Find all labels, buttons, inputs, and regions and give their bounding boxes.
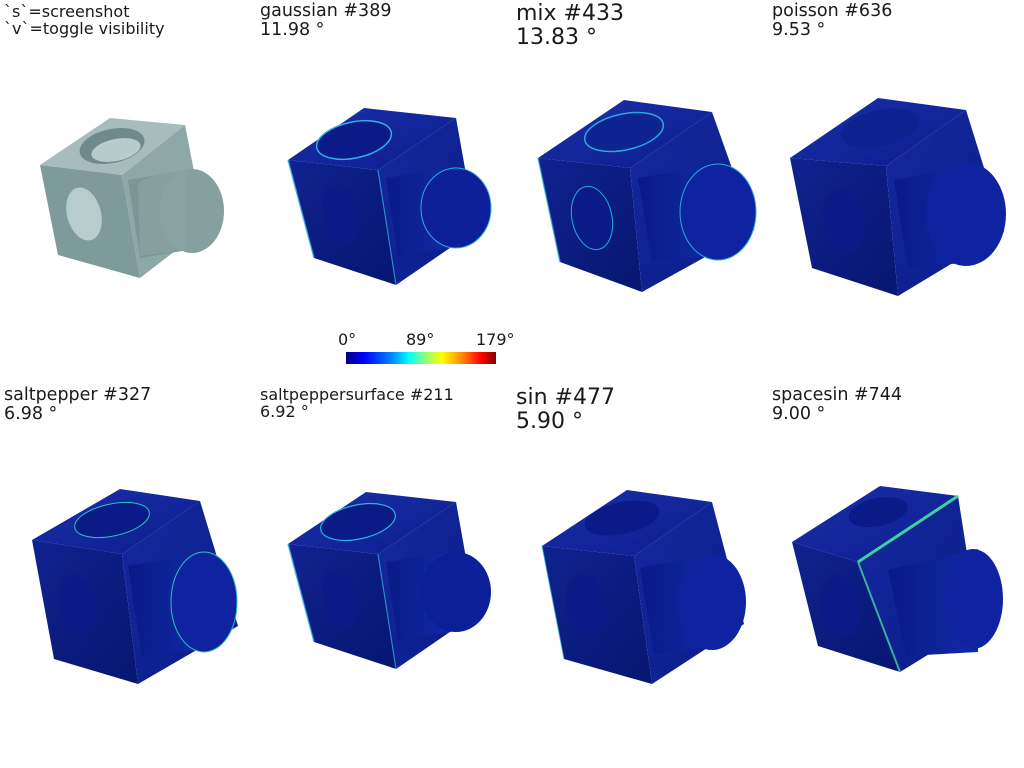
panel-label: saltpeppersurface #211 6.92 ° bbox=[260, 386, 454, 420]
mesh-reference-icon bbox=[40, 118, 224, 278]
viewport-gaussian[interactable]: gaussian #389 11.98 ° bbox=[256, 0, 512, 384]
viewport-mix[interactable]: mix #433 13.83 ° bbox=[512, 0, 768, 384]
panel-title: sin #477 bbox=[516, 385, 615, 410]
colorbar-mid-label: 89° bbox=[406, 330, 435, 349]
mesh-error-map-icon bbox=[287, 108, 492, 286]
panel-value: 6.92 ° bbox=[260, 402, 309, 421]
mesh-error-map-icon bbox=[32, 489, 238, 684]
keyboard-hints: `s`=screenshot `v`=toggle visibility bbox=[4, 3, 165, 37]
panel-title: gaussian #389 bbox=[260, 1, 392, 21]
viewport-reference[interactable] bbox=[0, 0, 256, 384]
panel-title: saltpeppersurface #211 bbox=[260, 385, 454, 404]
viewport-poisson[interactable]: poisson #636 9.53 ° bbox=[768, 0, 1024, 384]
panel-value: 9.53 ° bbox=[772, 20, 826, 40]
panel-value: 13.83 ° bbox=[516, 25, 597, 50]
panel-title: spacesin #744 bbox=[772, 385, 903, 405]
panel-label: mix #433 13.83 ° bbox=[516, 2, 624, 50]
viewport-spacesin[interactable]: spacesin #744 9.00 ° bbox=[768, 384, 1024, 768]
mesh-error-map-icon bbox=[792, 486, 1003, 673]
mesh-error-map-icon bbox=[790, 98, 1006, 296]
panel-label: saltpepper #327 6.98 ° bbox=[4, 386, 151, 424]
panel-label: spacesin #744 9.00 ° bbox=[772, 386, 902, 424]
panel-value: 5.90 ° bbox=[516, 409, 583, 434]
viewport-sin[interactable]: sin #477 5.90 ° bbox=[512, 384, 768, 768]
colorbar-max-label: 179° bbox=[476, 330, 515, 349]
panel-label: sin #477 5.90 ° bbox=[516, 386, 615, 434]
panel-value: 6.98 ° bbox=[4, 404, 58, 424]
mesh-error-map-icon bbox=[537, 100, 757, 292]
viewport-saltpepper[interactable]: saltpepper #327 6.98 ° bbox=[0, 384, 256, 768]
hint-toggle-visibility: `v`=toggle visibility bbox=[4, 19, 165, 38]
panel-title: poisson #636 bbox=[772, 1, 893, 21]
panel-label: poisson #636 9.53 ° bbox=[772, 2, 892, 40]
panel-title: mix #433 bbox=[516, 1, 624, 26]
viewport-saltpeppersurface[interactable]: saltpeppersurface #211 6.92 ° bbox=[256, 384, 512, 768]
mesh-error-map-icon bbox=[541, 490, 746, 684]
panel-label: gaussian #389 11.98 ° bbox=[260, 2, 391, 40]
mesh-error-map-icon bbox=[287, 492, 491, 670]
panel-title: saltpepper #327 bbox=[4, 385, 152, 405]
panel-value: 9.00 ° bbox=[772, 404, 826, 424]
colorbar-min-label: 0° bbox=[338, 330, 357, 349]
colorbar bbox=[346, 352, 496, 364]
panel-value: 11.98 ° bbox=[260, 20, 325, 40]
hint-screenshot: `s`=screenshot bbox=[4, 2, 130, 21]
